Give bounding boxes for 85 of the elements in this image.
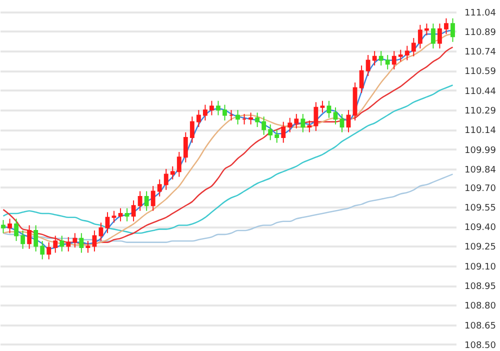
candlestick — [124, 208, 130, 222]
candlestick — [216, 100, 220, 116]
candlestick — [314, 102, 318, 132]
y-tick-label: 109.99 — [464, 146, 496, 156]
candlestick — [288, 117, 292, 133]
candlestick — [79, 232, 84, 254]
y-tick-label: 110.74 — [464, 48, 496, 58]
candlestick — [359, 64, 364, 94]
candlestick — [170, 166, 175, 180]
candlestick — [118, 208, 123, 222]
candlestick — [236, 110, 240, 125]
candlestick — [366, 54, 370, 76]
candlestick — [294, 113, 299, 129]
y-tick-label: 109.84 — [464, 165, 496, 176]
candlestick — [20, 230, 26, 250]
candlestick — [378, 50, 384, 66]
y-tick-label: 108.65 — [464, 321, 496, 332]
y-tick-label: 108.95 — [464, 282, 496, 292]
candlestick — [326, 100, 332, 118]
y-tick-label: 110.14 — [464, 126, 496, 136]
y-tick-label: 108.80 — [464, 302, 496, 312]
candlestick — [131, 200, 136, 222]
candlestick — [404, 45, 410, 61]
y-tick-label: 111.04 — [464, 8, 496, 18]
candlestick — [40, 240, 45, 260]
candlestick — [34, 224, 38, 252]
line-series — [2, 84, 454, 234]
candlestick — [385, 54, 390, 70]
candlestick — [222, 104, 227, 121]
candlestick — [372, 50, 377, 66]
candlestick — [248, 112, 254, 125]
candlestick — [262, 116, 266, 136]
candlestick — [255, 112, 260, 128]
candlestick — [418, 24, 422, 49]
candlestick — [27, 224, 32, 250]
candlestick — [164, 168, 168, 190]
candlestick — [346, 110, 351, 133]
y-tick-label: 109.55 — [464, 203, 496, 214]
candlestick — [53, 235, 58, 254]
candlestick — [190, 116, 194, 144]
y-tick-label: 109.40 — [464, 223, 496, 234]
candlestick — [60, 235, 64, 252]
candlestick — [411, 37, 416, 57]
candlestick — [1, 220, 6, 234]
y-tick-label: 110.44 — [464, 86, 496, 97]
candlestick — [72, 232, 78, 248]
candlestick — [340, 113, 344, 133]
y-tick-label: 110.59 — [464, 67, 496, 78]
candlestick — [183, 132, 188, 163]
candlestick — [268, 124, 273, 141]
candlestick — [157, 178, 162, 197]
candlestick — [210, 100, 214, 116]
y-tick-label: 109.25 — [464, 242, 496, 253]
candlestick — [196, 110, 201, 128]
y-tick-label: 110.89 — [464, 28, 496, 38]
candlestick — [138, 190, 142, 212]
candlestick — [450, 18, 455, 42]
candlestick — [430, 23, 436, 49]
candlestick — [307, 120, 312, 133]
candlestick — [150, 185, 156, 212]
candlestick — [320, 100, 325, 114]
candlestick — [398, 49, 403, 62]
candlestick — [14, 218, 18, 242]
candlestick — [176, 151, 182, 178]
candlestick — [444, 18, 448, 35]
candlestick — [281, 121, 286, 144]
candlestick — [46, 242, 52, 260]
y-tick-label: 109.70 — [464, 184, 496, 194]
candlestick — [8, 218, 12, 234]
candlestick — [92, 230, 97, 252]
candlestick — [392, 50, 396, 70]
y-tick-label: 108.50 — [464, 340, 496, 351]
candlestick — [300, 113, 306, 133]
candlestick — [424, 23, 429, 36]
y-tick-label: 109.10 — [464, 262, 496, 272]
candlestick — [105, 212, 110, 234]
candlestick — [202, 104, 208, 121]
candlestick — [438, 23, 442, 49]
candlestick — [274, 129, 280, 144]
y-tick-label: 110.29 — [464, 106, 496, 117]
candlestick — [66, 236, 71, 252]
candlestick — [144, 190, 149, 212]
candlestick — [333, 106, 338, 125]
candlestick — [86, 240, 90, 254]
candlestick — [112, 210, 116, 224]
